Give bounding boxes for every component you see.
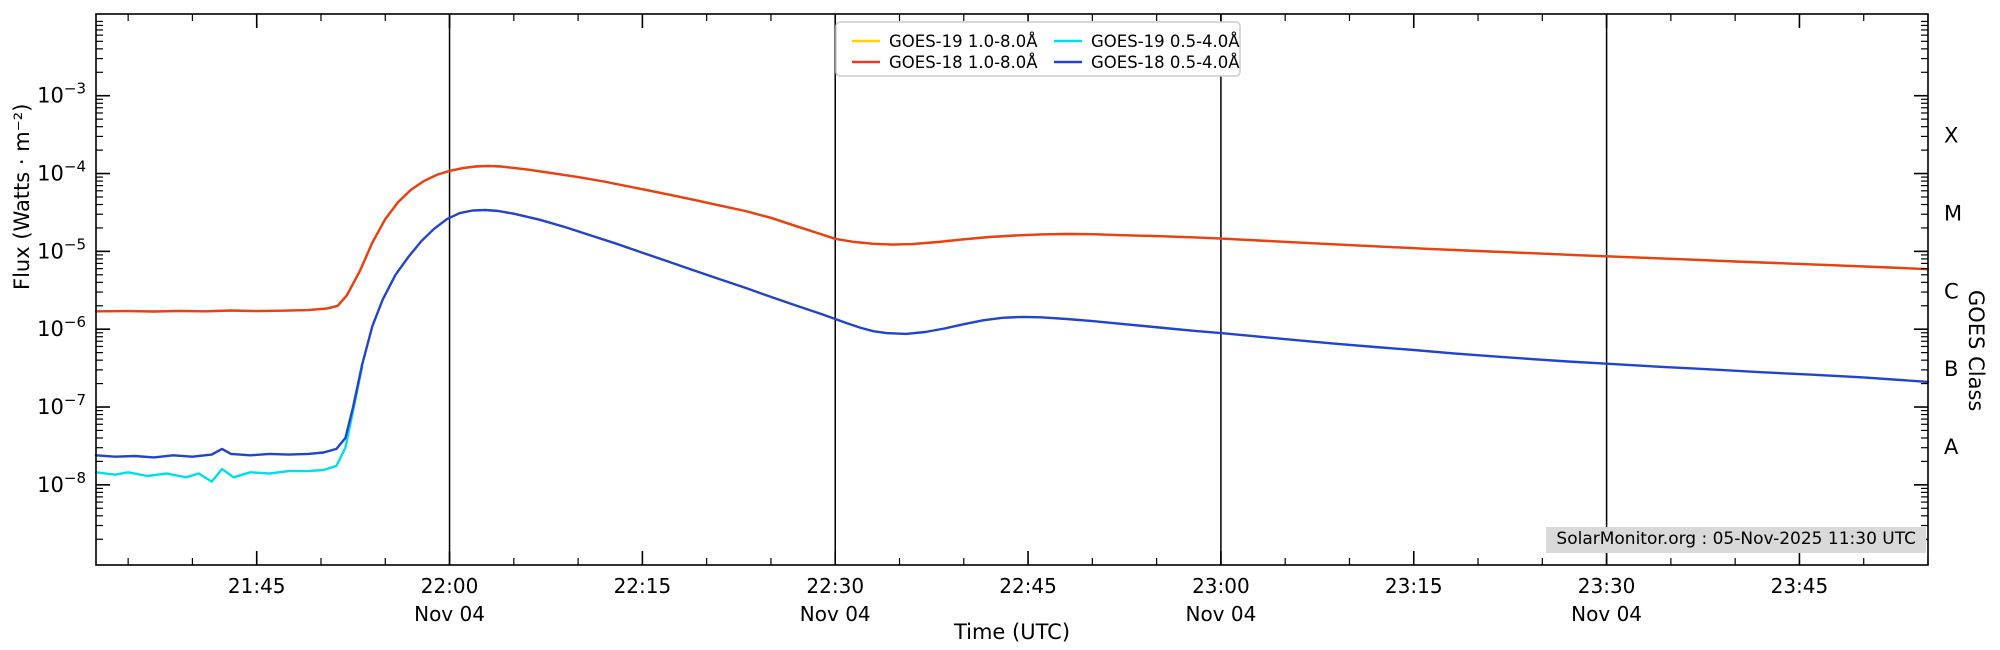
series-line-goes-19-0-5-4-0 [94,365,364,483]
x-tick-label: 22:00 [421,574,479,598]
x-tick-label: 22:30 [806,574,864,598]
legend-label-goes-18-0-5-4-0: GOES-18 0.5-4.0Å [1091,53,1240,72]
legend-box [835,21,1241,77]
y-tick-label: 10−8 [37,469,86,497]
y-tick-label: 10−3 [37,80,86,108]
x-tick-label: 22:15 [614,574,672,598]
legend-label-goes-18-1-0-8-0: GOES-18 1.0-8.0Å [889,53,1038,72]
x-axis-title: Time (UTC) [953,620,1071,644]
x-tick-label: 21:45 [228,574,286,598]
x-tick-label: 23:15 [1385,574,1443,598]
goes-class-label-m: M [1944,201,1962,225]
x-tick-sublabel: Nov 04 [1571,602,1642,626]
series-line-goes-18-1-0-8-0 [94,164,1930,313]
x-tick-label: 23:45 [1771,574,1829,598]
y-tick-label: 10−5 [37,235,86,263]
x-tick-label: 23:30 [1578,574,1636,598]
goes-class-label-b: B [1944,357,1958,381]
plot-frame [95,13,1929,566]
y-tick-label: 10−6 [37,313,86,341]
plot-background [96,14,1928,565]
series-line-goes-18-0-5-4-0 [94,208,1930,459]
y-tick-label: 10−7 [37,391,86,419]
x-tick-label: 23:00 [1192,574,1250,598]
x-tick-sublabel: Nov 04 [414,602,485,626]
x-tick-sublabel: Nov 04 [800,602,871,626]
y-tick-label: 10−4 [37,158,86,186]
goes-class-label-x: X [1944,124,1958,148]
legend-label-goes-19-0-5-4-0: GOES-19 0.5-4.0Å [1091,32,1240,51]
x-tick-label: 22:45 [999,574,1057,598]
legend-label-goes-19-1-0-8-0: GOES-19 1.0-8.0Å [889,32,1038,51]
goes-class-label-a: A [1944,435,1959,459]
solarmonitor-watermark: SolarMonitor.org : 05-Nov-2025 11:30 UTC [1546,527,1926,553]
x-tick-sublabel: Nov 04 [1185,602,1256,626]
goes-class-label-c: C [1944,279,1959,303]
